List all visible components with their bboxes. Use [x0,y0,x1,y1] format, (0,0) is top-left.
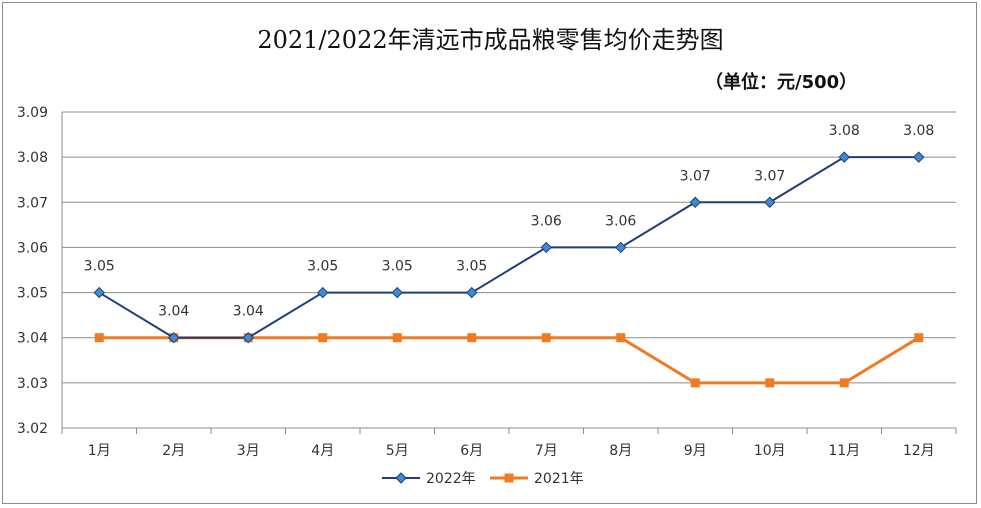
data-label: 3.08 [903,123,934,139]
data-point-square [392,333,402,343]
data-label: 3.06 [531,213,562,229]
x-tick-label: 11月 [828,443,860,459]
y-tick-label: 3.08 [17,150,48,166]
data-label: 3.05 [382,259,413,275]
axes: 3.02 3.03 3.04 3.05 3.06 3.07 3.08 3.09 1月 2月 3月 4月… [17,105,957,459]
data-point-diamond [317,286,329,299]
y-tick-label: 3.09 [17,105,48,121]
data-point-diamond [615,241,627,254]
x-tick-label: 4月 [311,443,334,459]
data-label: 3.07 [754,168,785,184]
x-tick-label: 8月 [609,443,632,459]
x-tick-label: 1月 [88,443,111,459]
data-point-diamond [689,196,701,208]
data-point-diamond [764,196,776,208]
x-tick-label: 6月 [460,443,483,459]
data-label: 3.05 [84,259,115,275]
y-tick-label: 3.05 [17,286,48,302]
y-tick-label: 3.07 [17,195,48,211]
x-tick-label: 7月 [535,443,558,459]
legend-label: 2021年 [534,471,584,487]
data-label: 3.08 [829,123,860,139]
y-tick-label: 3.02 [17,421,48,437]
legend-marker-square [504,473,514,483]
data-point-square [616,333,626,343]
data-point-diamond [838,151,850,163]
data-point-diamond [540,241,552,254]
series-lines [93,151,925,388]
data-label: 3.05 [307,259,338,275]
data-point-diamond [913,151,925,163]
legend-label: 2022年 [426,471,476,487]
data-point-diamond [391,286,403,299]
data-point-square [94,333,104,343]
data-point-diamond [93,286,105,299]
y-tick-label: 3.06 [17,240,48,256]
data-label: 3.07 [680,168,711,184]
x-tick-label: 12月 [903,443,935,459]
data-point-square [467,333,477,343]
data-point-square [839,378,849,388]
data-point-square [690,378,700,388]
data-labels: 3.05 3.04 3.04 3.05 3.05 3.05 3.06 3.06 3.07 3.07… [84,123,935,320]
data-label: 3.06 [605,213,636,229]
data-point-diamond [242,332,254,344]
data-point-diamond [466,286,478,299]
x-tick-label: 5月 [386,443,409,459]
chart-unit-note: （单位：元/500） [705,72,858,93]
y-tick-label: 3.03 [17,376,48,392]
x-tick-label: 3月 [237,443,260,459]
data-label: 3.04 [158,304,189,320]
y-tick-label: 3.04 [17,331,48,347]
series-line-0 [98,156,919,339]
legend: 2022年 2021年 [382,471,584,487]
chart-title: 2021/2022年清远市成品粮零售均价走势图 [257,26,724,54]
data-point-square [765,378,775,388]
x-tick-label: 9月 [684,443,707,459]
x-tick-label: 10月 [754,443,786,459]
data-point-square [541,333,551,343]
data-point-square [914,333,924,343]
data-label: 3.04 [233,304,264,320]
data-point-square [318,333,328,343]
series-line-1 [99,336,920,385]
x-tick-label: 2月 [162,443,185,459]
data-point-diamond [168,332,180,344]
data-label: 3.05 [456,259,487,275]
legend-marker-diamond [395,472,407,484]
